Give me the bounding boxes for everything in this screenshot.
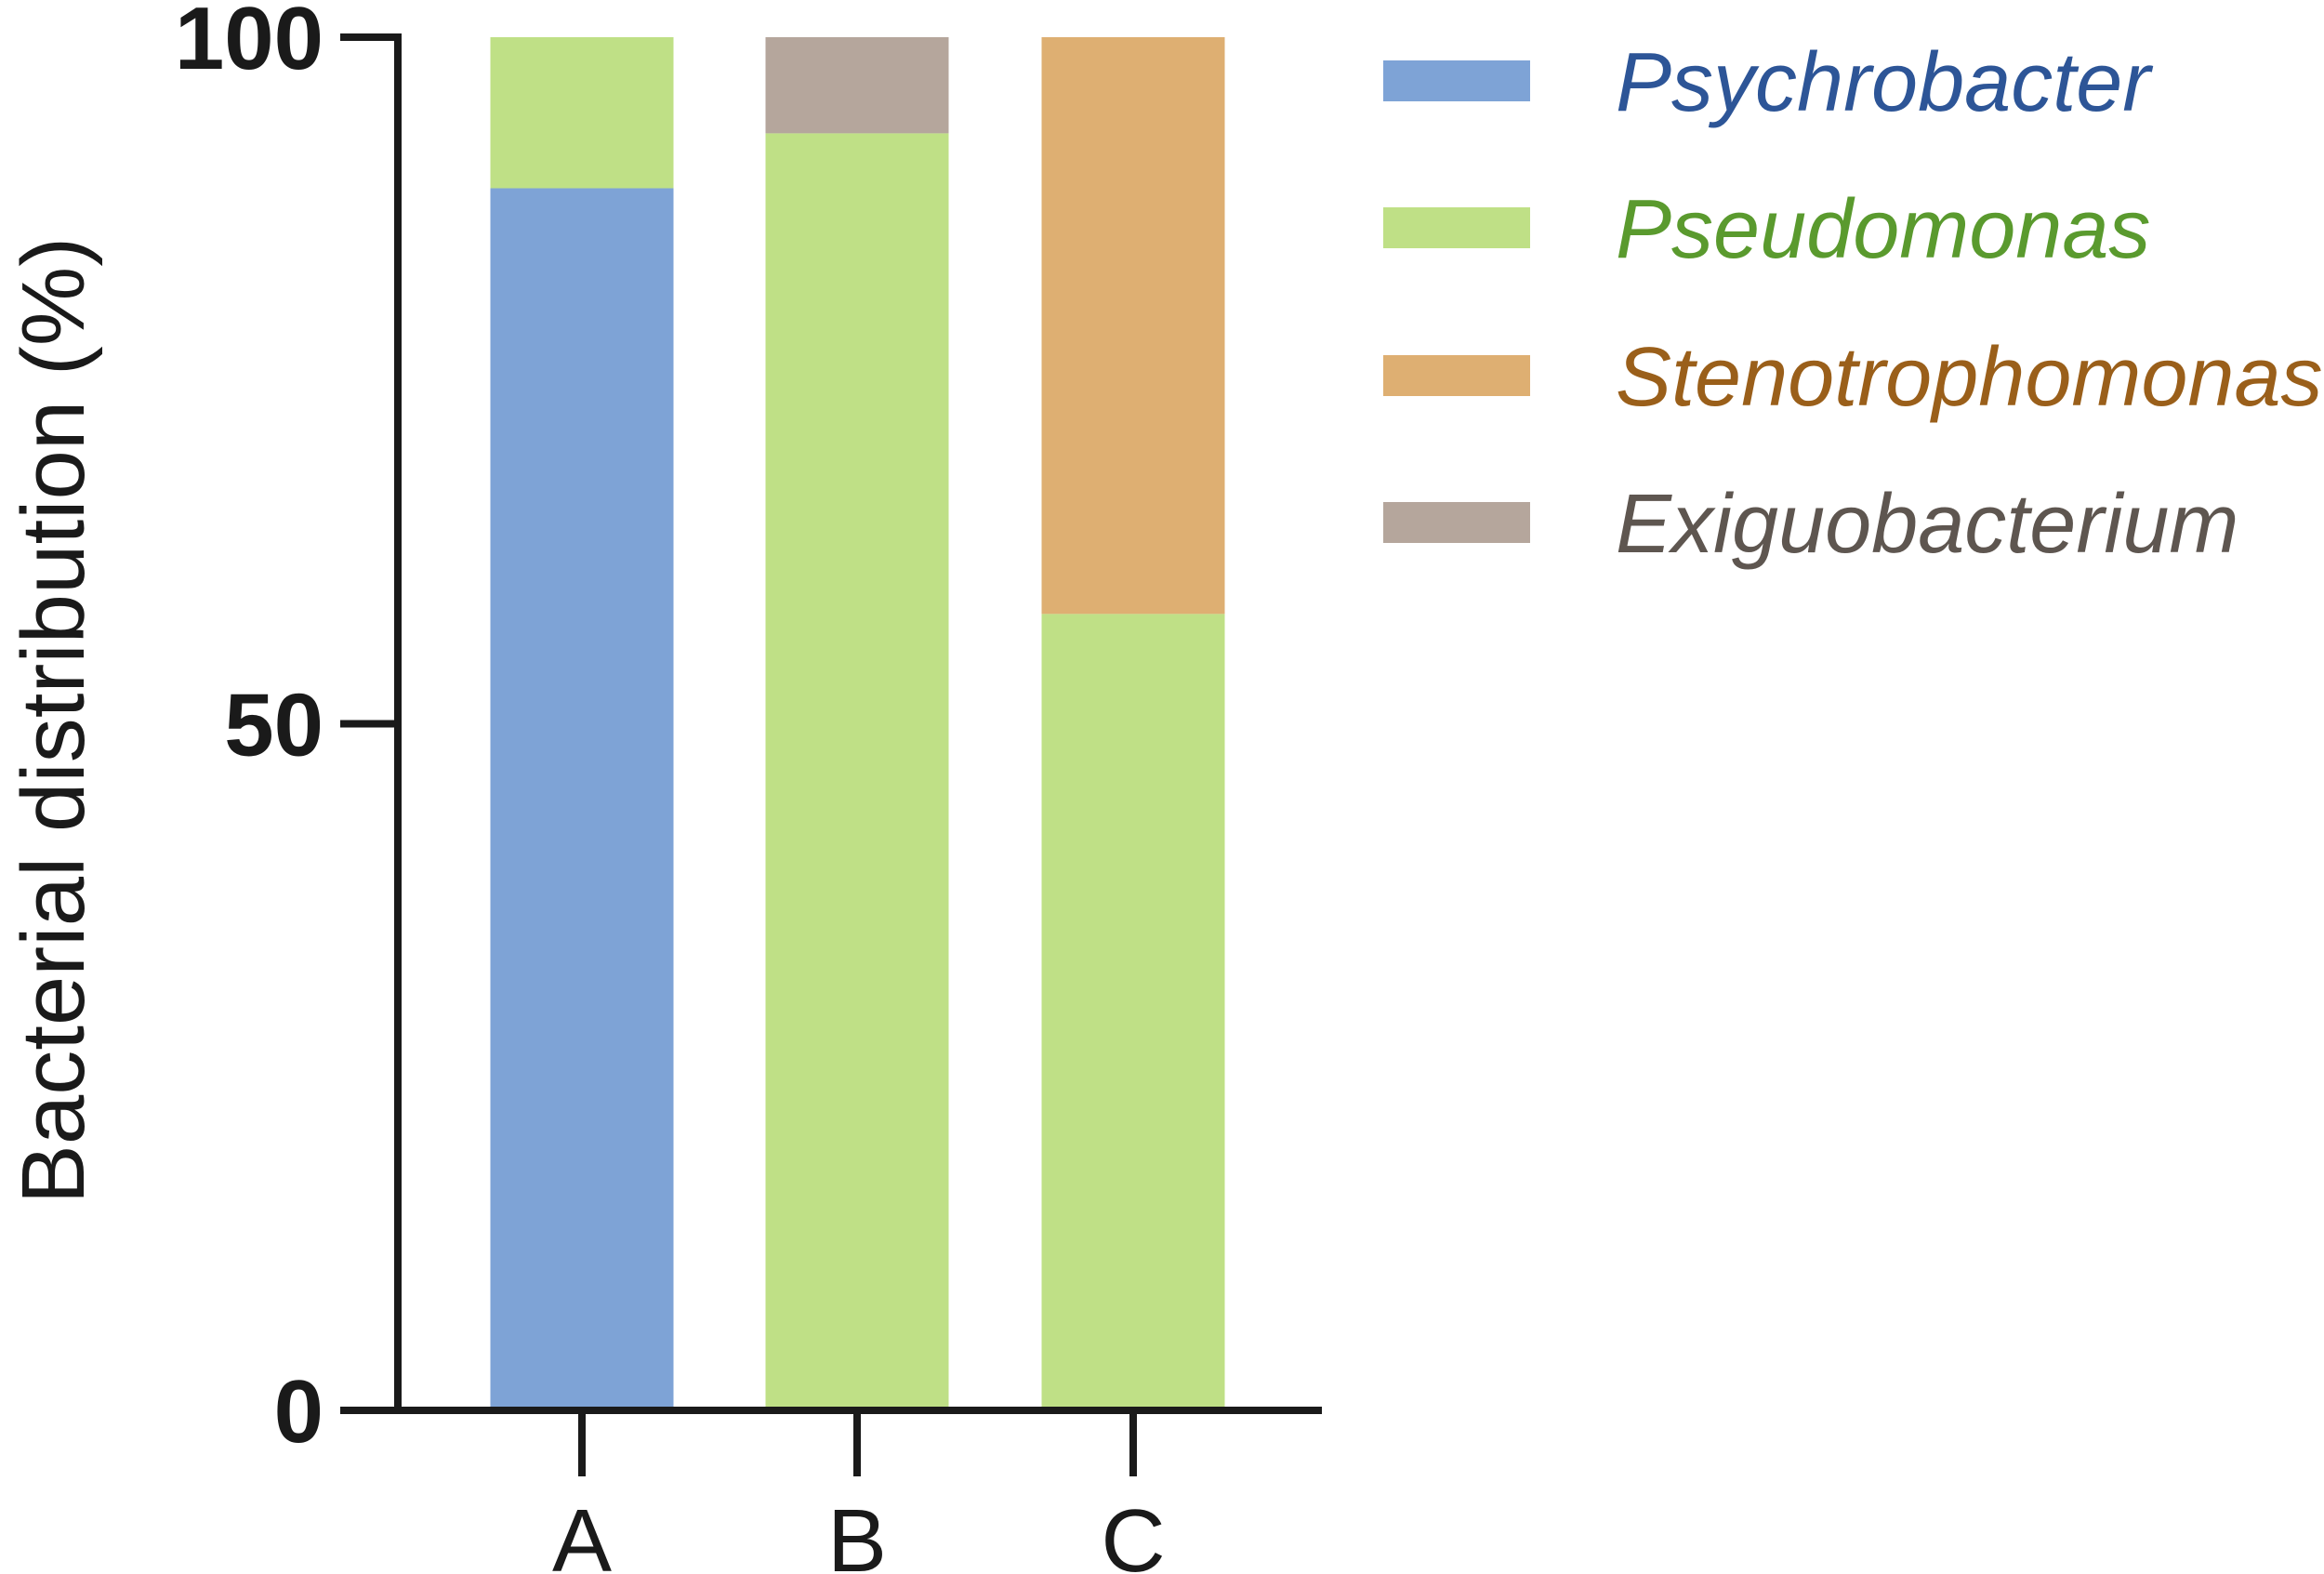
legend-label-exiguobacterium: Exiguobacterium — [1616, 478, 2238, 571]
bar-segment-a-psychrobacter — [490, 188, 674, 1411]
x-tick-label-b: B — [827, 1491, 887, 1574]
bar-segment-a-pseudomonas — [490, 37, 674, 189]
legend-label-psychrobacter: Psychrobacter — [1616, 36, 2153, 129]
legend-label-stenotrophomonas: Stenotrophomonas — [1616, 331, 2323, 424]
x-tick-label-c: C — [1101, 1491, 1165, 1574]
y-tick-label-100: 100 — [175, 0, 324, 88]
bar-segment-c-stenotrophomonas — [1041, 37, 1225, 615]
bar-segment-b-pseudomonas — [765, 133, 949, 1410]
bar-segment-b-exiguobacterium — [765, 37, 949, 134]
legend-swatch-pseudomonas — [1383, 207, 1530, 248]
legend-swatch-stenotrophomonas — [1383, 355, 1530, 396]
axes-layer: 0 50 100 A B C — [175, 0, 1322, 1574]
legend-swatch-exiguobacterium — [1383, 502, 1530, 543]
legend: Psychrobacter Pseudomonas Stenotrophomonas… — [1383, 36, 2323, 571]
legend-label-pseudomonas: Pseudomonas — [1616, 183, 2150, 276]
y-axis-title: Bacterial distribution (%) — [4, 237, 103, 1204]
y-tick-label-50: 50 — [224, 676, 324, 775]
bar-segment-c-pseudomonas — [1041, 614, 1225, 1410]
y-tick-label-0: 0 — [274, 1362, 324, 1462]
legend-swatch-psychrobacter — [1383, 60, 1530, 101]
bars-layer — [490, 37, 1225, 1411]
x-tick-label-a: A — [552, 1491, 612, 1574]
